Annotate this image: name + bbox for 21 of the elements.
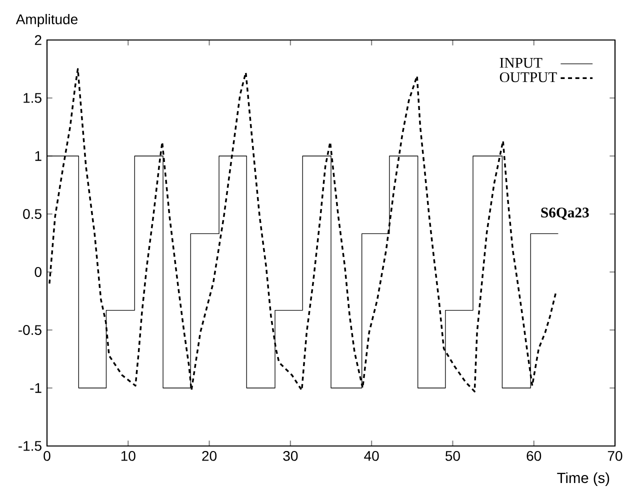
x-tick-label: 40 <box>364 450 379 461</box>
x-tick-label: 70 <box>608 450 622 461</box>
y-tick-label: 0 <box>34 267 42 277</box>
x-axis-title: Time (s) <box>557 472 610 486</box>
y-tick-label: -1.5 <box>18 441 42 451</box>
y-tick-label: 1 <box>35 151 42 161</box>
legend-label: INPUT <box>500 58 542 68</box>
x-tick-label: 10 <box>121 450 136 461</box>
y-axis-title: Amplitude <box>16 14 78 28</box>
annotation: S6Qa23 <box>541 208 589 220</box>
x-tick-label: 60 <box>526 450 542 461</box>
legend-label: OUTPUT <box>500 72 557 82</box>
y-tick-label: -0.5 <box>18 325 42 335</box>
y-tick-label: 2 <box>34 35 42 45</box>
x-tick-label: 20 <box>202 450 217 461</box>
x-tick-label: 0 <box>44 450 50 461</box>
y-tick-label: 1.5 <box>24 93 42 103</box>
x-tick-label: 50 <box>445 450 460 461</box>
x-tick-label: 30 <box>283 450 298 461</box>
y-tick-label: 0.5 <box>23 209 42 219</box>
y-tick-label: -1 <box>30 383 42 393</box>
